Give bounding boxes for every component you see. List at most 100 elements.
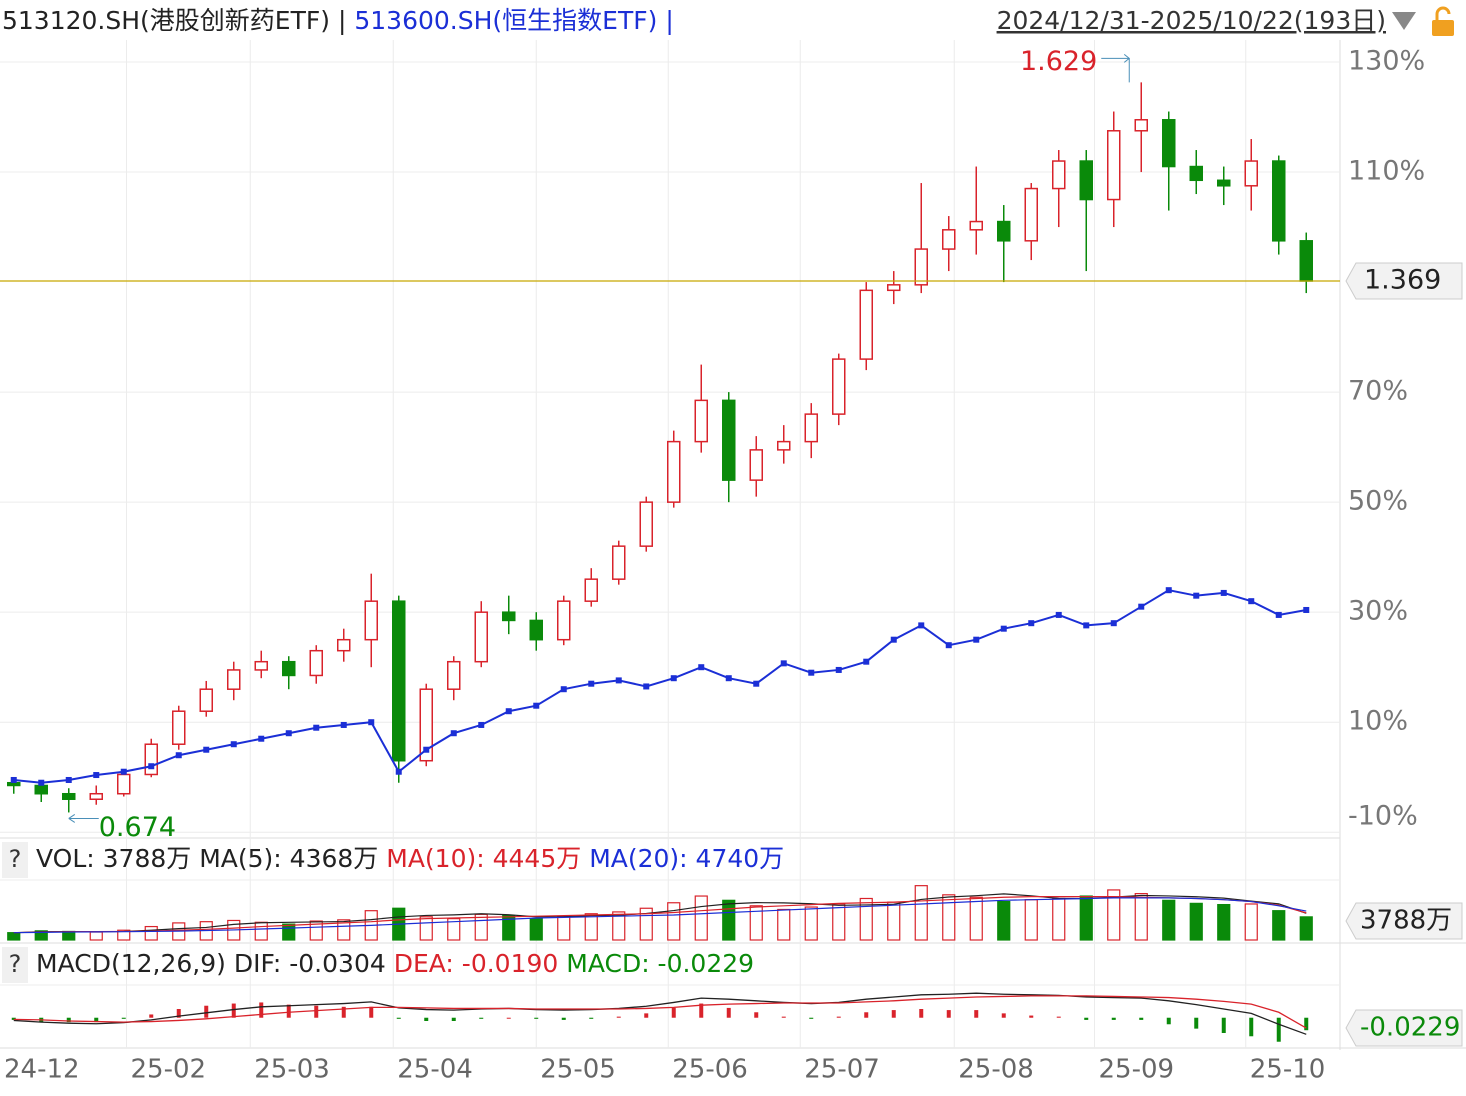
macd-bar [1194,1017,1199,1029]
volume-bar [1272,910,1286,941]
candle-body [474,611,488,663]
date-range[interactable]: 2024/12/31-2025/10/22(193日) [997,6,1386,35]
macd-bar [424,1017,429,1021]
candle-body [1244,160,1258,187]
volume-bar [942,894,956,941]
space [657,6,665,35]
x-tick-label: 25-03 [254,1055,330,1085]
comparison-point [1248,598,1255,605]
help-box[interactable] [2,842,28,878]
comparison-point [340,721,347,728]
legend: VOL: 3788万 MA(5): 4368万 MA(10): 4445万 MA… [36,844,784,873]
candle-body [447,660,461,690]
volume-ma-line [13,897,1307,934]
volume-bar [887,901,901,941]
lock-icon[interactable] [1432,6,1454,36]
candle-body [777,440,791,451]
legend: MACD(12,26,9) DIF: -0.0304 DEA: -0.0190 … [36,949,754,978]
x-tick-label: 24-12 [4,1055,80,1085]
dropdown-arrow[interactable] [1392,12,1416,30]
x-tick-label: 25-07 [804,1055,880,1085]
space [191,844,199,873]
legend-title: MACD(12,26,9) [36,949,226,978]
comparison-point [945,642,952,649]
candle-body [144,743,158,776]
space [346,6,354,35]
macd-bar [754,1012,759,1018]
price-label-box [1345,262,1463,300]
candle-body [419,688,433,762]
volume-bar [447,918,461,941]
macd-bar [314,1005,319,1018]
macd-bar [1111,1017,1116,1020]
macd-bar [121,1017,126,1019]
candle-body [392,600,406,762]
candle-body [1189,165,1203,182]
volume-bar [529,918,543,941]
volume-bar [89,931,103,941]
separator: | [665,6,673,35]
comparison-point [890,636,897,643]
volume-bar [62,930,76,941]
comparison-point [643,683,650,690]
candle-body [117,773,131,795]
y-tick-label: 110% [1348,156,1425,187]
candle-body [7,781,21,787]
series-name: 513120.SH(港股创新药ETF) [2,6,330,35]
volume-bar [1162,899,1176,941]
candle-body [172,710,186,745]
y-tick-label: 130% [1348,46,1425,77]
comparison-point [725,675,732,682]
candle-body [502,611,516,622]
candle-body [1272,160,1286,242]
space [330,6,338,35]
x-tick-label: 25-04 [397,1055,473,1085]
volume-bar [1134,892,1148,941]
volume-bar [1244,903,1258,941]
macd-bar [974,1010,979,1018]
legend-entry: DEA: -0.0190 [394,949,559,978]
comparison-point [1000,625,1007,632]
comparison-point [1193,592,1200,599]
macd-bar [396,1017,401,1019]
volume-bar [1189,902,1203,941]
comparison-point [615,677,622,684]
volume-bar [1079,895,1093,941]
macd-bar [1056,1016,1061,1018]
candle-body [1217,179,1231,187]
volume-bar [749,905,763,941]
comparison-point [753,680,760,687]
candle-body [694,399,708,443]
comparison-point [1110,620,1117,627]
comparison-point [918,622,925,629]
comparison-point [1083,622,1090,629]
comparison-point [1165,587,1172,594]
comparison-point [1220,589,1227,596]
macd-label-box [1345,1009,1463,1047]
help-box[interactable] [2,947,28,983]
macd-bar [451,1017,456,1021]
candle-body [199,688,213,712]
volume-bar [777,908,791,941]
macd-bar [231,1003,236,1018]
volume-bar [144,925,158,941]
comparison-point [203,746,210,753]
candle-body [62,792,76,800]
macd-bar [149,1014,154,1018]
candle-body [722,399,736,481]
legend-entry: MA(10): 4445万 [386,844,581,873]
macd-bar [699,1003,704,1018]
comparison-point [175,752,182,759]
volume-bar [309,920,323,941]
y-tick-label: 30% [1348,596,1408,627]
macd-bar [1304,1017,1309,1031]
candle-body [887,284,901,292]
macd-bar [809,1017,814,1019]
candle-body [749,449,763,481]
volume-bar [419,916,433,941]
comparison-point [10,776,17,783]
volume-label-box [1345,902,1463,940]
volume-bar [282,923,296,941]
volume-bar [804,906,818,941]
candle-body [1052,160,1066,190]
